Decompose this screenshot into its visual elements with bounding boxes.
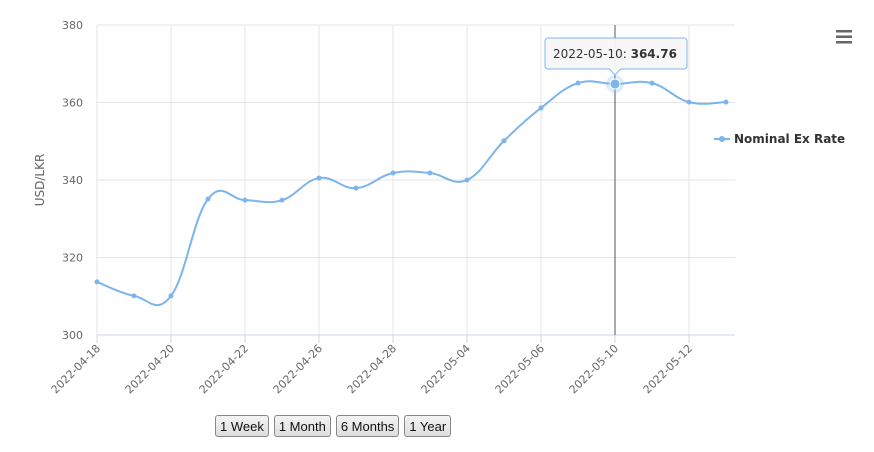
x-tick-label: 2022-04-26 [271, 342, 325, 396]
line [96, 80, 727, 307]
point [205, 196, 211, 202]
y-tick-label: 320 [62, 252, 83, 265]
range-button[interactable]: 1 Month [273, 415, 331, 437]
point [609, 78, 621, 90]
legend-label: Nominal Ex Rate [734, 132, 845, 146]
point [538, 105, 544, 111]
x-tick-label: 2022-05-12 [641, 342, 695, 396]
point [168, 293, 174, 299]
point [94, 279, 100, 285]
point [427, 170, 433, 176]
tooltip-text: 2022-05-10: 364.76 [553, 47, 677, 61]
menu-bar [836, 30, 852, 33]
point [575, 80, 581, 86]
x-tick-label: 2022-05-04 [419, 342, 473, 396]
point [649, 80, 655, 86]
range-button[interactable]: 6 Months [335, 415, 400, 437]
x-tick-label: 2022-04-18 [49, 342, 103, 396]
point [279, 197, 285, 203]
point [723, 99, 729, 105]
legend-marker [719, 136, 725, 142]
menu-bar [836, 35, 852, 38]
menu-icon[interactable] [836, 30, 852, 44]
y-tick-label: 300 [62, 329, 83, 342]
point [316, 175, 322, 181]
point [242, 197, 248, 203]
range-button[interactable]: 1 Week [215, 415, 269, 437]
x-tick-label: 2022-04-20 [123, 342, 177, 396]
x-tick-label: 2022-04-22 [197, 342, 251, 396]
point [131, 293, 137, 299]
range-buttons: 1 Week 1 Month 6 Months 1 Year [215, 415, 452, 437]
tooltip-separator: : [623, 47, 631, 61]
x-tick-label: 2022-05-06 [493, 342, 547, 396]
y-tick-label: 340 [62, 174, 83, 187]
point [501, 138, 507, 144]
tooltip-value: 364.76 [631, 47, 677, 61]
x-tick-label: 2022-04-28 [345, 342, 399, 396]
tooltip-pointer [608, 68, 622, 76]
tooltip: 2022-05-10: 364.76 [544, 37, 688, 76]
y-axis-title: USD/LKR [33, 154, 47, 207]
menu-bar [836, 41, 852, 44]
point [686, 99, 692, 105]
y-tick-label: 380 [62, 19, 83, 32]
point [464, 177, 470, 183]
point [390, 170, 396, 176]
tooltip-category: 2022-05-10 [553, 47, 623, 61]
x-tick-label: 2022-05-10 [567, 342, 621, 396]
y-tick-label: 360 [62, 97, 83, 110]
point [353, 185, 359, 191]
range-button[interactable]: 1 Year [404, 415, 452, 437]
